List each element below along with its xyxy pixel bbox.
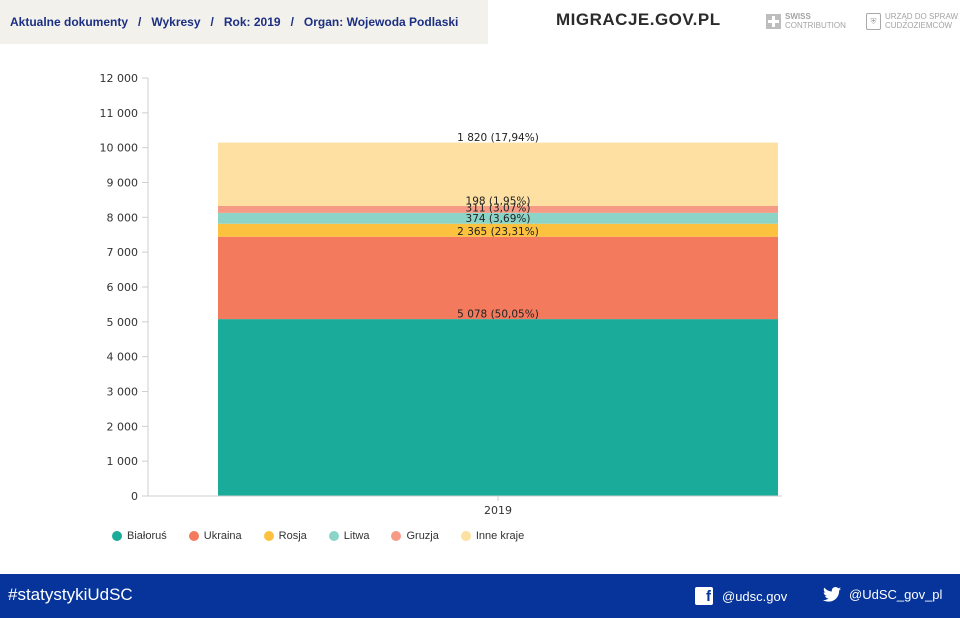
swiss-cross-icon (766, 13, 781, 29)
bar-segment[interactable] (218, 223, 778, 237)
data-label: 374 (3,69%) (466, 213, 531, 225)
twitter-icon (823, 587, 841, 602)
legend-label: Inne kraje (475, 530, 525, 542)
legend-label: Litwa (343, 530, 370, 542)
y-tick-label: 6 000 (107, 281, 139, 294)
legend-swatch (391, 531, 402, 541)
legend-label: Białoruś (127, 530, 167, 542)
legend-label: Gruzja (406, 530, 439, 542)
bar-segment[interactable] (218, 319, 778, 496)
y-tick-label: 8 000 (107, 211, 139, 224)
breadcrumb-item[interactable]: Wykresy (151, 15, 201, 29)
legend-swatch (263, 531, 274, 541)
bar-segments (218, 142, 778, 496)
breadcrumb-item[interactable]: Organ: Wojewoda Podlaski (303, 15, 459, 29)
legend-swatch (188, 531, 199, 541)
data-label: 311 (3,07%) (466, 202, 531, 214)
breadcrumb-item[interactable]: Aktualne dokumenty (10, 15, 129, 29)
bar-segment[interactable] (218, 142, 778, 206)
facebook-link[interactable]: f @udsc.gov (695, 587, 787, 605)
swiss-contribution-logo[interactable]: SWISS CONTRIBUTION (766, 12, 846, 30)
udsc-line1: URZĄD DO SPRAW (885, 12, 959, 21)
breadcrumb-item[interactable]: Rok: 2019 (223, 15, 281, 29)
y-tick-label: 12 000 (100, 72, 139, 85)
legend-item[interactable]: Inne kraje (460, 530, 525, 542)
legend-label: Ukraina (203, 530, 242, 542)
breadcrumb: Aktualne dokumenty / Wykresy / Rok: 2019… (0, 0, 488, 44)
swiss-line2: CONTRIBUTION (785, 21, 846, 30)
legend-swatch (112, 531, 122, 541)
data-label: 2 365 (23,31%) (457, 226, 539, 238)
data-label: 5 078 (50,05%) (457, 309, 539, 321)
breadcrumb-separator: / (290, 15, 294, 29)
brand-logo[interactable]: MIGRACJE.GOV.PL (556, 10, 721, 29)
legend-swatch (460, 531, 471, 541)
y-axis: 0 1 000 2 000 3 000 4 000 5 000 6 000 7 000 8 00… (100, 72, 149, 503)
footer-hashtag: #statystykiUdSC (8, 585, 133, 604)
data-labels: 5 078 (50,05%) 2 365 (23,31%)374 (3,69%)3… (457, 132, 539, 321)
twitter-handle: @UdSC_gov_pl (849, 587, 943, 602)
legend-item[interactable]: Gruzja (391, 530, 439, 542)
x-tick-label: 2019 (484, 504, 512, 517)
footer: #statystykiUdSC f @udsc.gov @UdSC_gov_pl (0, 574, 960, 618)
y-tick-label: 10 000 (100, 142, 139, 155)
y-tick-label: 11 000 (100, 107, 139, 120)
data-label: 198 (1,95%) (466, 195, 531, 207)
y-tick-label: 0 (131, 490, 138, 503)
breadcrumb-separator: / (210, 15, 214, 29)
udsc-emblem-icon: ⛨ (866, 12, 881, 30)
breadcrumb-separator: / (138, 15, 142, 29)
udsc-logo[interactable]: ⛨ URZĄD DO SPRAW CUDZOZIEMCÓW (866, 12, 958, 30)
bar-segment[interactable] (218, 236, 778, 320)
twitter-link[interactable]: @UdSC_gov_pl (823, 587, 942, 602)
swiss-line1: SWISS (785, 12, 811, 21)
data-label: 1 820 (17,94%) (457, 132, 539, 144)
y-tick-label: 7 000 (107, 246, 139, 259)
y-tick-label: 1 000 (107, 455, 139, 468)
legend-item[interactable]: Rosja (263, 530, 307, 542)
x-axis: 2019 (148, 495, 782, 517)
legend-swatch (328, 531, 339, 541)
facebook-handle: @udsc.gov (722, 588, 788, 604)
stacked-bar-chart: 0 1 000 2 000 3 000 4 000 5 000 6 000 7 000 8 00… (100, 72, 782, 517)
bar-segment[interactable] (218, 205, 778, 213)
facebook-icon: f (695, 587, 713, 605)
bar-segment[interactable] (218, 212, 778, 224)
y-tick-label: 5 000 (107, 316, 139, 329)
legend-item[interactable]: Białoruś (112, 530, 167, 542)
udsc-line2: CUDZOZIEMCÓW (885, 21, 953, 30)
y-tick-label: 9 000 (107, 177, 139, 190)
y-tick-label: 4 000 (107, 351, 139, 364)
y-tick-label: 3 000 (107, 386, 139, 399)
legend-item[interactable]: Litwa (328, 530, 370, 542)
y-tick-label: 2 000 (107, 420, 139, 433)
legend-item[interactable]: Ukraina (188, 530, 242, 542)
legend-label: Rosja (278, 530, 307, 542)
chart-legend: Białoruś Ukraina Rosja Litwa Gruzja Inne kraj… (112, 530, 546, 542)
